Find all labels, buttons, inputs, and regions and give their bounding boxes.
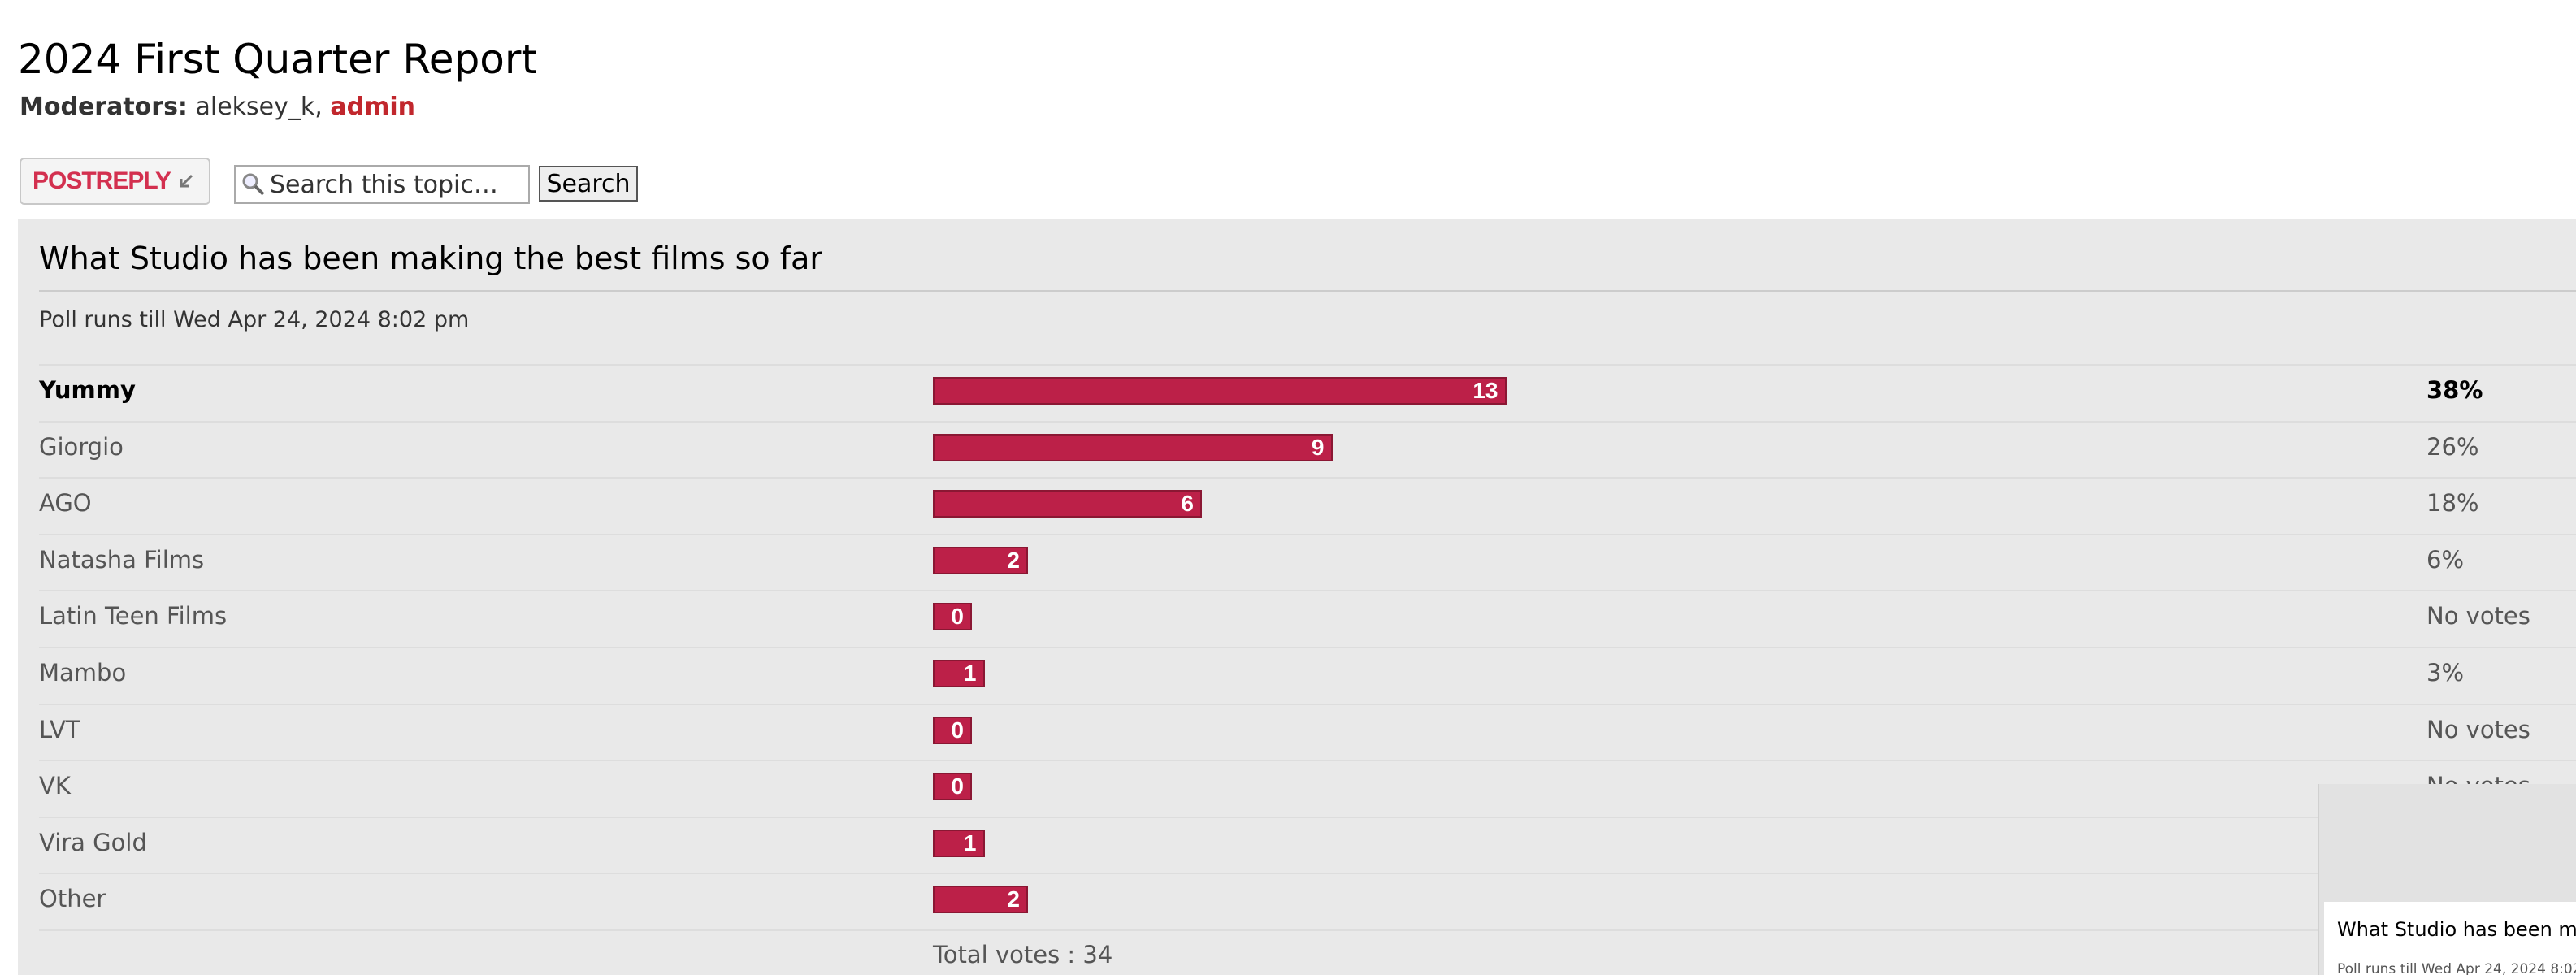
option-label: Mambo <box>39 659 127 687</box>
total-votes-value: 34 <box>1082 941 1113 968</box>
vote-percent: 26% <box>2426 432 2479 461</box>
option-label: Yummy <box>39 376 136 404</box>
vote-bar: 2 <box>933 546 1028 574</box>
poll-panel <box>18 219 2576 975</box>
search-input[interactable]: Search this topic… <box>234 165 530 204</box>
preview-title: What Studio has been ma <box>2337 918 2576 941</box>
total-votes-label: Total votes : <box>933 941 1076 968</box>
option-label: Giorgio <box>39 432 124 461</box>
vote-percent: 38% <box>2426 376 2483 404</box>
vote-bar: 9 <box>933 433 1333 462</box>
vote-bar: 0 <box>933 603 972 631</box>
row-separator <box>39 590 2576 592</box>
vote-percent: 3% <box>2426 659 2465 687</box>
moderator[interactable]: aleksey_k, <box>195 93 323 121</box>
row-separator <box>39 930 2576 931</box>
button-label: POSTREPLY <box>33 167 171 194</box>
total-votes: Total votes : 34 <box>933 941 1112 968</box>
vote-percent: 18% <box>2426 489 2479 518</box>
option-label: LVT <box>39 715 80 743</box>
placeholder: Search this topic… <box>270 170 498 199</box>
option-label: Latin Teen Films <box>39 602 228 630</box>
poll-question: What Studio has been making the best fil… <box>39 240 822 276</box>
row-separator <box>39 477 2576 479</box>
row-separator <box>39 364 2576 366</box>
row-separator <box>39 533 2576 535</box>
page-title: 2024 First Quarter Report <box>18 36 538 83</box>
moderators: Moderators: aleksey_k, admin <box>20 93 415 121</box>
moderator[interactable]: admin <box>330 93 415 121</box>
row-separator <box>39 873 2576 875</box>
post-reply-button[interactable]: POSTREPLY <box>20 158 210 205</box>
row-separator <box>39 816 2576 818</box>
preview-card <box>2324 902 2576 975</box>
option-label: AGO <box>39 489 92 518</box>
vote-percent: 6% <box>2426 545 2465 574</box>
search-button[interactable]: Search <box>539 166 638 202</box>
vote-bar: 1 <box>933 829 985 857</box>
vote-bar: 0 <box>933 716 972 744</box>
vote-percent: No votes <box>2426 602 2530 630</box>
search-icon <box>242 173 265 196</box>
option-label: Natasha Films <box>39 545 205 574</box>
row-separator <box>39 760 2576 762</box>
vote-bar: 13 <box>933 377 1507 405</box>
row-separator <box>39 703 2576 705</box>
option-label: Other <box>39 885 106 913</box>
row-separator <box>39 647 2576 648</box>
vote-bar: 0 <box>933 773 972 801</box>
vote-bar: 6 <box>933 490 1202 518</box>
vote-bar: 2 <box>933 886 1028 914</box>
vote-bar: 1 <box>933 660 985 687</box>
arrow-icon <box>180 174 193 188</box>
row-separator <box>39 420 2576 422</box>
vote-percent: No votes <box>2426 715 2530 743</box>
poll-end: Poll runs till Wed Apr 24, 2024 8:02 pm <box>39 307 470 332</box>
preview-end: Poll runs till Wed Apr 24, 2024 8:02 <box>2337 961 2576 975</box>
moderators-label: Moderators: <box>20 93 188 121</box>
option-label: Vira Gold <box>39 828 147 856</box>
divider <box>39 290 2576 292</box>
option-label: VK <box>39 772 71 800</box>
